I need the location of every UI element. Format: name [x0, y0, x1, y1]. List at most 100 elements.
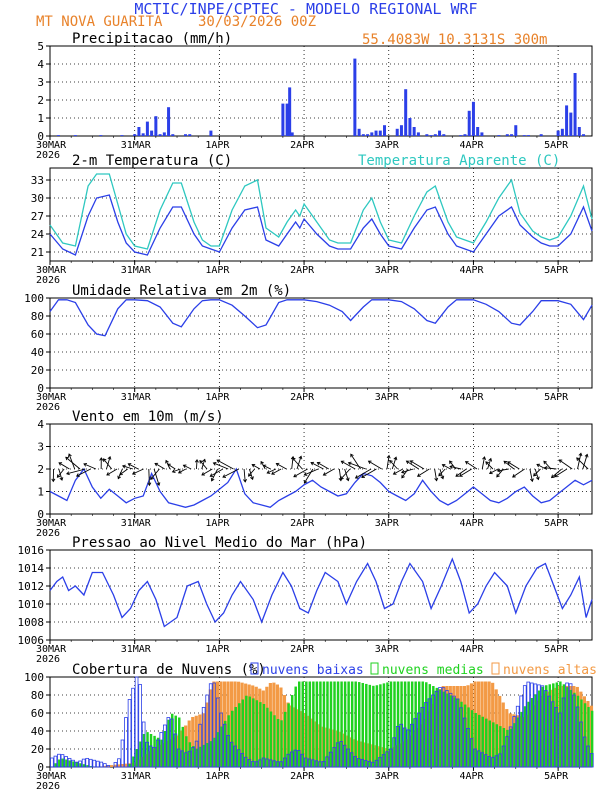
cloud-bar-low	[311, 759, 315, 768]
wind-arrow	[304, 468, 319, 476]
cloud-bar-low	[212, 682, 217, 768]
wind-arrow	[393, 468, 404, 475]
cloud-bar-medium	[368, 684, 372, 767]
cloud-bar-low	[261, 757, 266, 768]
cloud-bar-medium	[534, 694, 537, 767]
x-tick-label: 4APR	[459, 644, 484, 655]
wind-arrow	[178, 468, 187, 474]
wind-arrow-head	[147, 482, 152, 487]
wind-arrow	[119, 468, 128, 476]
cloud-bar-low	[148, 745, 153, 768]
x-tick-label: 31MAR	[121, 265, 152, 276]
wind-arrow-head	[121, 464, 126, 469]
wind-arrow	[122, 465, 134, 470]
x-tick-label: 30MAR	[36, 644, 67, 655]
cloud-bar-low	[233, 745, 238, 768]
wind-arrow-head	[75, 473, 80, 477]
cloud-bar-low	[184, 752, 188, 768]
wind-arrow	[582, 454, 588, 470]
x-tick-label: 5APR	[544, 392, 569, 403]
cloud-bar-low	[328, 751, 333, 768]
cloud-bar-low	[173, 733, 178, 768]
cloud-bar-low	[275, 761, 280, 768]
wind-arrow	[406, 460, 419, 470]
precip-bar	[429, 135, 433, 136]
x-tick-label: 30MAR	[36, 140, 67, 151]
cloud-bar-low	[300, 753, 305, 768]
precip-bar	[510, 134, 514, 136]
wind-arrow-head	[154, 462, 159, 467]
cloud-bar-low	[201, 706, 206, 768]
precip-bar	[412, 127, 416, 136]
cloud-bar-low	[438, 687, 442, 768]
y-tick-label: 1016	[18, 544, 45, 557]
wind-arrow-head	[310, 461, 315, 466]
x-tick-label: 30MAR	[36, 392, 67, 403]
cloud-bar-low	[417, 712, 421, 768]
plot-frame	[49, 167, 593, 262]
cloud-bar-low	[325, 756, 329, 768]
cloud-bar-medium	[537, 690, 541, 767]
series-line-blue	[49, 557, 593, 628]
wind-arrow-head	[199, 460, 203, 464]
precip-bar	[120, 135, 124, 136]
cloud-bar-low	[399, 723, 404, 768]
cloud-bar-low	[381, 754, 386, 768]
x-tick-label: 30MAR	[36, 518, 67, 529]
cloud-bar-low	[247, 759, 252, 768]
wind-arrow-head	[222, 474, 227, 478]
cloud-bar-low	[533, 683, 538, 768]
y-tick-label: 1	[37, 486, 44, 499]
cloud-bar-medium	[220, 726, 223, 767]
series-line-blue	[49, 194, 593, 256]
cloud-bar-low	[558, 712, 562, 768]
wind-arrow	[128, 463, 139, 470]
y-tick-label: 100	[24, 292, 44, 305]
wind-arrow	[536, 463, 546, 470]
cloud-bar-medium	[276, 719, 280, 767]
legend-label: nuvens altas	[503, 663, 597, 678]
cloud-bar-low	[537, 684, 541, 768]
wind-arrow	[271, 468, 282, 475]
cloud-bar-medium	[372, 685, 375, 767]
cloud-bar-medium	[178, 717, 181, 767]
x-tick-label: 2APR	[290, 518, 315, 529]
cloud-bar-low	[78, 760, 82, 768]
series-line-blue	[49, 299, 593, 337]
wind-arrow	[210, 468, 224, 477]
cloud-bar-medium	[506, 729, 509, 767]
cloud-bar-medium	[481, 716, 484, 767]
cloud-bar-medium	[467, 707, 470, 767]
wind-arrow-head	[99, 457, 104, 461]
cloud-bar-low	[314, 760, 319, 768]
cloud-bar-low	[223, 723, 227, 768]
wind-arrow	[389, 460, 398, 470]
wind-arrow	[323, 468, 335, 476]
wind-arrow-head	[212, 461, 217, 466]
cloud-bar-high	[212, 681, 216, 767]
cloud-bar-low	[124, 717, 128, 768]
wind-arrow	[106, 456, 111, 470]
x-tick-label: 1APR	[205, 644, 230, 655]
cloud-bar-high	[198, 714, 202, 767]
precip-bar	[399, 125, 403, 136]
x-tick-label: 30MAR	[36, 265, 67, 276]
wind-arrow	[317, 462, 329, 470]
wind-arrow-head	[529, 478, 534, 483]
cloud-bar-medium	[552, 683, 555, 767]
precip-bar	[378, 130, 382, 136]
cloud-bar-medium	[181, 726, 185, 767]
wind-arrow-head	[58, 462, 63, 466]
cloud-bar-medium	[206, 743, 209, 767]
legend-label: nuvens medias	[382, 663, 484, 678]
cloud-bar-medium	[449, 695, 453, 767]
cloud-bar-medium	[340, 681, 343, 767]
cloud-bar-medium	[439, 689, 442, 767]
wind-arrow-head	[438, 472, 442, 477]
precip-bar	[433, 134, 437, 136]
cloud-bar-low	[551, 701, 555, 768]
cloud-bar-medium	[350, 681, 354, 767]
cloud-bar-medium	[403, 681, 407, 767]
cloud-bar-low	[194, 740, 199, 768]
cloud-bar-medium	[170, 713, 174, 767]
